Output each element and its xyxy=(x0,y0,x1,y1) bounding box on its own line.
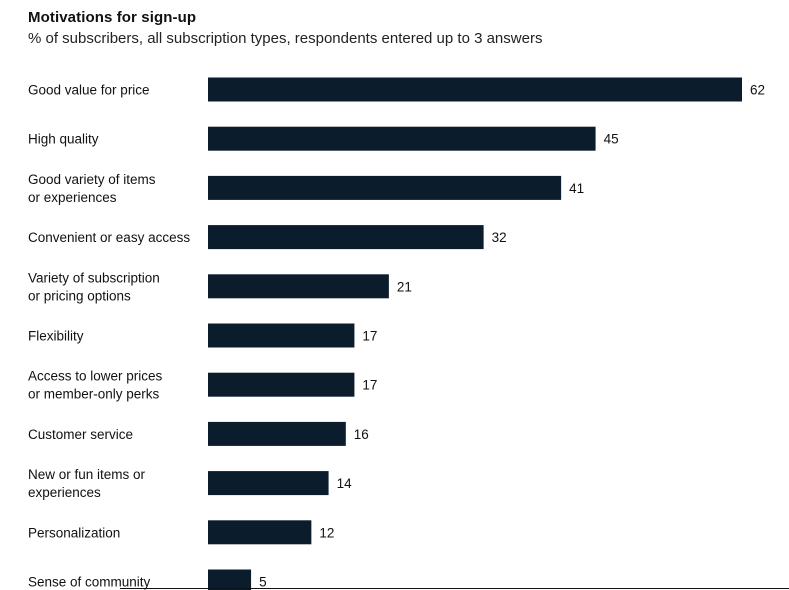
category-label-line: New or fun items or xyxy=(28,467,146,482)
bar-10 xyxy=(208,569,252,590)
value-label-5: 17 xyxy=(362,329,377,344)
category-label-line: or member-only perks xyxy=(28,387,160,402)
category-label-line: or pricing options xyxy=(28,288,131,303)
category-label-2: Good variety of items or experiences xyxy=(28,172,156,205)
chart-subtitle: % of subscribers, all subscription types… xyxy=(28,30,543,47)
category-label-line: Access to lower prices xyxy=(28,369,163,384)
category-label-line: Convenient or easy access xyxy=(28,230,190,245)
bar-8 xyxy=(208,471,329,496)
category-label-8: New or fun items or experiences xyxy=(28,467,146,500)
category-label-line: or experiences xyxy=(28,190,117,205)
value-label-6: 17 xyxy=(362,378,377,393)
category-label-1: High quality xyxy=(28,132,99,147)
category-label-line: Flexibility xyxy=(28,329,84,344)
bar-6 xyxy=(208,372,355,397)
bar-0 xyxy=(208,77,742,102)
value-label-2: 41 xyxy=(569,181,584,196)
category-label-line: Sense of community xyxy=(28,575,151,590)
bar-5 xyxy=(208,323,355,348)
category-label-line: experiences xyxy=(28,485,101,500)
category-label-6: Access to lower prices or member-only per… xyxy=(28,369,163,402)
category-label-0: Good value for price xyxy=(28,83,150,98)
value-label-10: 5 xyxy=(259,575,267,590)
value-label-0: 62 xyxy=(750,83,765,98)
category-label-line: High quality xyxy=(28,132,99,147)
category-label-3: Convenient or easy access xyxy=(28,230,190,245)
category-label-7: Customer service xyxy=(28,427,133,442)
category-label-line: Personalization xyxy=(28,525,120,540)
category-label-9: Personalization xyxy=(28,525,120,540)
category-label-line: Variety of subscription xyxy=(28,270,160,285)
value-label-4: 21 xyxy=(397,279,412,294)
category-label-10: Sense of community xyxy=(28,575,151,590)
bar-7 xyxy=(208,421,346,446)
category-label-line: Customer service xyxy=(28,427,133,442)
value-label-1: 45 xyxy=(604,132,619,147)
value-label-9: 12 xyxy=(319,525,334,540)
chart-title: Motivations for sign-up xyxy=(28,9,197,26)
bar-3 xyxy=(208,225,484,250)
category-label-line: Good variety of items xyxy=(28,172,156,187)
bar-2 xyxy=(208,175,562,200)
category-label-5: Flexibility xyxy=(28,329,84,344)
value-label-3: 32 xyxy=(492,230,507,245)
category-label-line: Good value for price xyxy=(28,83,150,98)
bar-9 xyxy=(208,520,312,545)
category-label-4: Variety of subscription or pricing option… xyxy=(28,270,160,303)
value-label-7: 16 xyxy=(354,427,369,442)
value-label-8: 14 xyxy=(337,476,353,491)
bar-1 xyxy=(208,126,596,151)
bar-4 xyxy=(208,274,389,299)
